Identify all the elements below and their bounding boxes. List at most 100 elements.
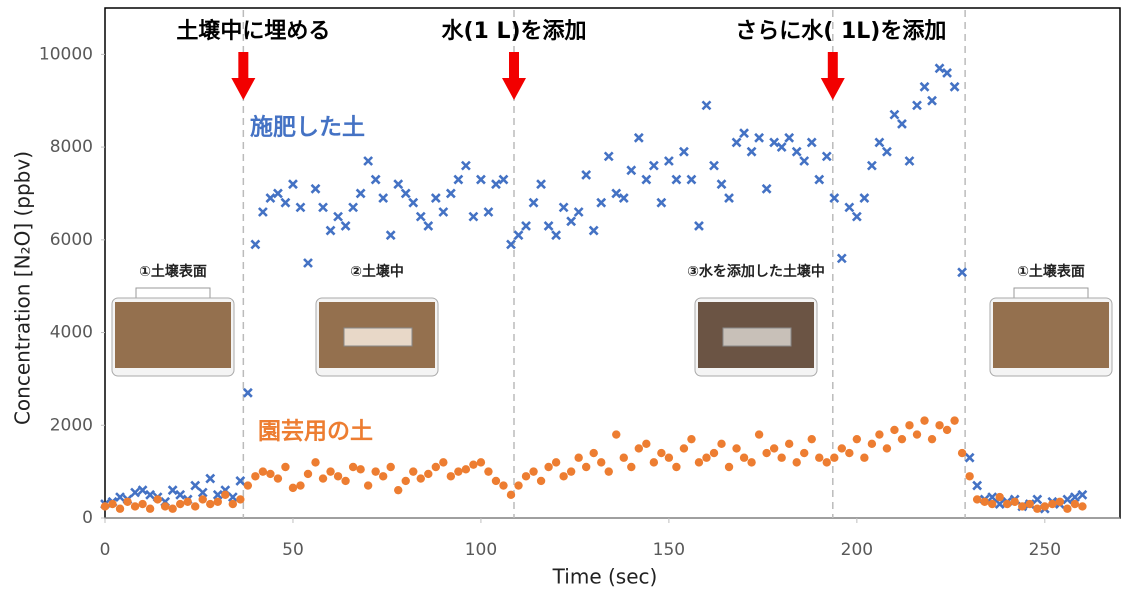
point [838,254,846,262]
point [966,454,974,462]
point [793,458,801,466]
point [544,463,552,471]
point [905,421,913,429]
point [838,444,846,452]
point [304,470,312,478]
point [229,500,237,508]
point [559,472,567,480]
point [890,426,898,434]
point [800,157,808,165]
point [304,259,312,267]
point [740,454,748,462]
point [131,502,139,510]
point [590,449,598,457]
point [1078,502,1086,510]
point [379,194,387,202]
point [289,484,297,492]
point [552,231,560,239]
point [702,101,710,109]
y-tick-label: 8000 [50,137,93,157]
point [635,444,643,452]
point [507,491,515,499]
point [176,500,184,508]
point [116,505,124,513]
series-label: 施肥した土 [250,114,365,141]
point [665,454,673,462]
soil [115,302,231,368]
arrow [821,52,845,100]
point [883,148,891,156]
point [469,460,477,468]
point [454,467,462,475]
point [387,463,395,471]
point [432,194,440,202]
point [169,486,177,494]
point [477,176,485,184]
point [424,470,432,478]
chart: Time (sec) Concentration [N₂O] (ppbv) 02… [0,0,1129,592]
point [1063,495,1071,503]
point [980,498,988,506]
point [499,481,507,489]
point [695,222,703,230]
point [620,454,628,462]
point [259,467,267,475]
point [191,482,199,490]
annotation: さらに水( 1L)を添加 [735,19,946,44]
point [936,64,944,72]
point [1003,500,1011,508]
point [657,449,665,457]
point [740,129,748,137]
illustration-label: ②土壌中 [350,263,404,280]
point [394,180,402,188]
annotation: 水(1 L)を添加 [441,19,586,44]
point [860,194,868,202]
point [875,138,883,146]
point [266,470,274,478]
point [747,458,755,466]
point [552,458,560,466]
point [853,435,861,443]
point [184,498,192,506]
point [748,148,756,156]
point [327,227,335,235]
series-label: 園芸用の土 [258,419,373,445]
object [344,328,412,346]
point [830,454,838,462]
point [890,111,898,119]
point [168,505,176,513]
point [296,203,304,211]
point [281,199,289,207]
point [153,495,161,503]
point [522,222,530,230]
point [627,166,635,174]
y-tick-label: 6000 [50,230,93,250]
point [108,500,116,508]
point [131,489,139,497]
point [973,482,981,490]
x-tick-label: 150 [653,540,685,560]
point [777,454,785,462]
point [244,481,252,489]
point [582,171,590,179]
point [928,97,936,105]
point [402,477,410,485]
y-tick-label: 0 [82,508,93,528]
point [680,444,688,452]
point [477,458,485,466]
point [402,189,410,197]
point [101,502,109,510]
point [349,203,357,211]
point [312,185,320,193]
point [1011,498,1019,506]
y-tick-label: 10000 [39,44,93,64]
point [868,440,876,448]
point [943,426,951,434]
soil [993,302,1109,368]
point [1048,500,1056,508]
y-tick-label: 4000 [50,323,93,343]
point [432,463,440,471]
point [582,463,590,471]
point [356,465,364,473]
point [605,152,613,160]
